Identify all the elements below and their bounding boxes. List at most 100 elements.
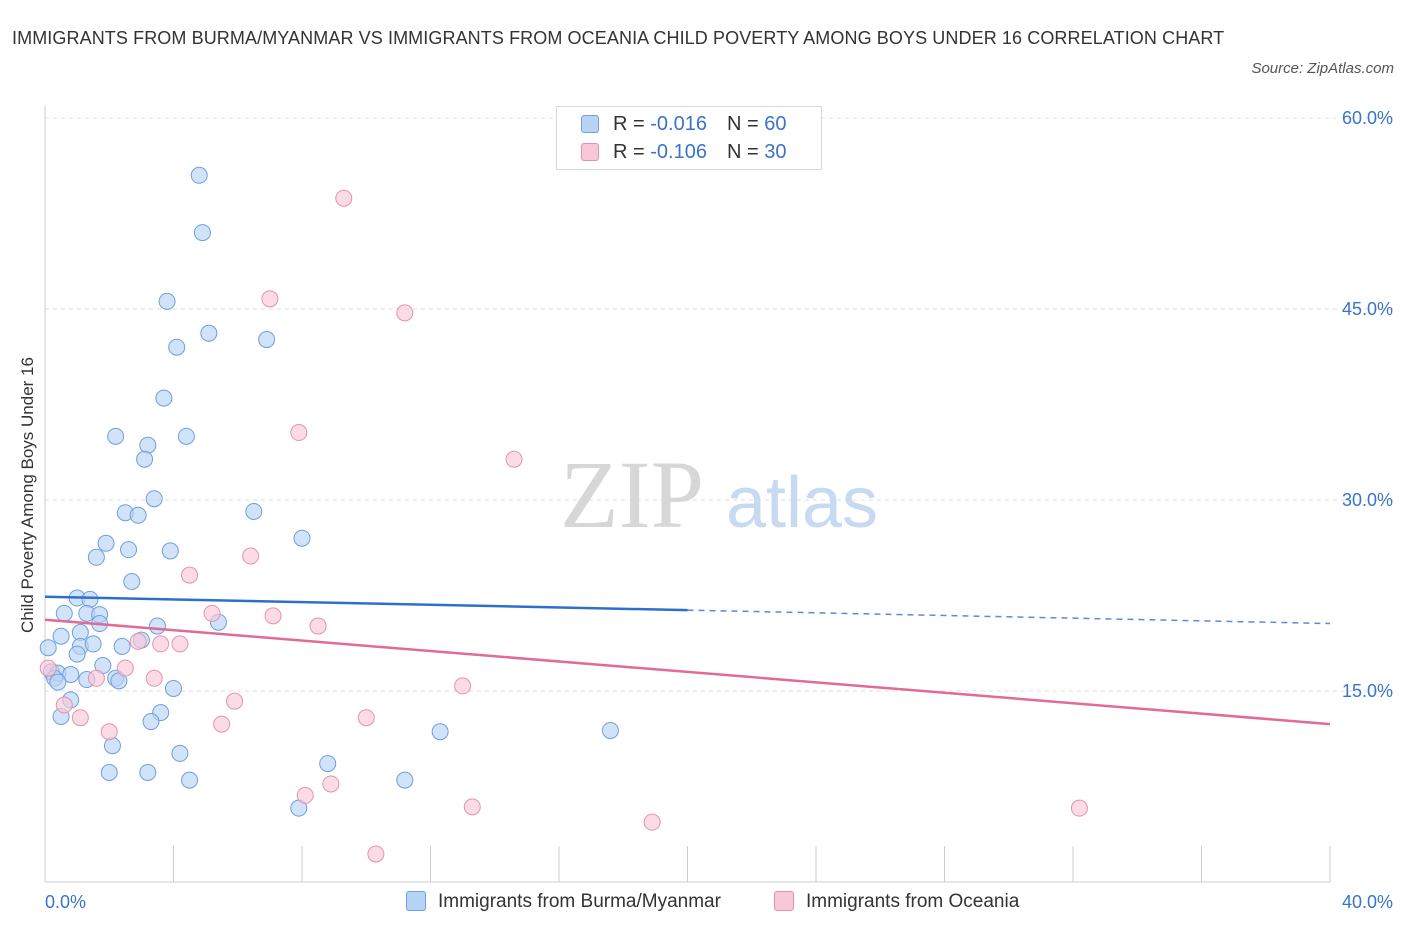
y-tick-label: 60.0%: [1342, 108, 1393, 128]
point-burma: [120, 541, 138, 559]
legend-r-label: R =: [613, 113, 651, 135]
legend-swatch-burma: [581, 115, 599, 133]
point-burma: [181, 771, 199, 789]
point-oceania: [335, 189, 353, 207]
legend-n-label: N =: [726, 141, 765, 163]
point-burma: [200, 324, 218, 342]
point-oceania: [226, 692, 244, 710]
point-burma: [168, 338, 186, 356]
y-axis-label: Child Poverty Among Boys Under 16: [18, 357, 37, 633]
series-label-burma: Immigrants from Burma/Myanmar: [438, 891, 721, 912]
point-burma: [113, 637, 131, 655]
legend-r-value: -0.016: [650, 113, 707, 135]
point-burma: [129, 506, 147, 524]
point-oceania: [55, 696, 73, 714]
point-burma: [245, 502, 263, 520]
point-burma: [97, 534, 115, 552]
point-burma: [145, 490, 163, 508]
point-burma: [55, 604, 73, 622]
point-burma: [103, 737, 121, 755]
trend-line-oceania: [44, 618, 1331, 726]
point-burma: [293, 529, 311, 547]
point-burma: [601, 721, 619, 739]
series-swatch-burma: [406, 891, 426, 911]
point-burma: [136, 450, 154, 468]
point-oceania: [505, 450, 523, 468]
point-oceania: [203, 604, 221, 622]
axes: [44, 106, 1331, 883]
watermark-zip: ZIP: [560, 441, 704, 548]
y-tick-label: 30.0%: [1342, 490, 1393, 510]
point-oceania: [242, 547, 260, 565]
point-oceania: [87, 669, 105, 687]
trend-line-burma-extension: [687, 609, 1331, 625]
x-tick-label: 40.0%: [1342, 892, 1393, 912]
point-burma: [148, 617, 166, 635]
point-oceania: [463, 798, 481, 816]
point-burma: [193, 224, 211, 242]
point-burma: [139, 436, 157, 454]
y-tick-label: 45.0%: [1342, 299, 1393, 319]
point-oceania: [367, 845, 385, 863]
point-oceania: [71, 709, 89, 727]
y-tick-label: 15.0%: [1342, 681, 1393, 701]
point-burma: [161, 542, 179, 560]
x-tick-label: 0.0%: [45, 892, 86, 912]
point-oceania: [171, 635, 189, 653]
source-label: Source: ZipAtlas.com: [1251, 60, 1394, 77]
point-burma: [171, 744, 189, 762]
grid: [45, 117, 1394, 692]
point-oceania: [116, 659, 134, 677]
point-oceania: [264, 607, 282, 625]
series-label-oceania: Immigrants from Oceania: [806, 891, 1020, 912]
point-oceania: [181, 566, 199, 584]
point-oceania: [296, 786, 314, 804]
point-oceania: [261, 290, 279, 308]
series-swatch-oceania: [774, 891, 794, 911]
point-burma: [155, 389, 173, 407]
point-oceania: [454, 677, 472, 695]
tick-labels: 15.0% 30.0% 45.0% 60.0% 0.0% 40.0%: [45, 108, 1393, 912]
point-burma: [431, 723, 449, 741]
point-burma: [107, 427, 125, 445]
point-oceania: [213, 715, 231, 733]
point-burma: [49, 673, 67, 691]
point-oceania: [100, 723, 118, 741]
point-burma: [158, 292, 176, 310]
correlation-legend: R = -0.016 N = 60 R = -0.106 N = 30: [556, 106, 822, 170]
point-burma: [100, 763, 118, 781]
point-burma: [165, 679, 182, 697]
point-burma: [81, 590, 99, 608]
legend-r-label: R =: [613, 141, 651, 163]
watermark: ZIP atlas: [560, 441, 878, 548]
point-burma: [68, 645, 86, 663]
legend-swatch-oceania: [581, 143, 599, 161]
point-burma: [84, 635, 102, 653]
watermark-atlas: atlas: [726, 463, 878, 543]
point-burma: [190, 166, 208, 184]
point-burma: [39, 639, 57, 657]
point-burma: [62, 665, 80, 683]
legend-n-label: N =: [726, 113, 765, 135]
point-oceania: [39, 659, 57, 677]
point-oceania: [290, 424, 308, 442]
trend-line-burma: [44, 595, 688, 612]
legend-n-value: 60: [764, 113, 787, 135]
point-oceania: [1070, 799, 1088, 817]
point-oceania: [129, 632, 147, 650]
chart-title: IMMIGRANTS FROM BURMA/MYANMAR VS IMMIGRA…: [12, 28, 1225, 48]
point-oceania: [396, 304, 414, 322]
legend-n-value: 30: [764, 141, 787, 163]
point-burma: [87, 548, 105, 566]
trend-lines: [44, 595, 1331, 726]
legend-r-value: -0.106: [650, 141, 707, 163]
point-oceania: [152, 635, 170, 653]
point-oceania: [322, 775, 340, 793]
point-oceania: [145, 669, 163, 687]
point-oceania: [309, 617, 327, 635]
data-points: [39, 166, 1088, 863]
point-burma: [123, 572, 141, 590]
point-burma: [396, 771, 414, 789]
point-oceania: [357, 709, 375, 727]
point-burma: [52, 627, 70, 645]
